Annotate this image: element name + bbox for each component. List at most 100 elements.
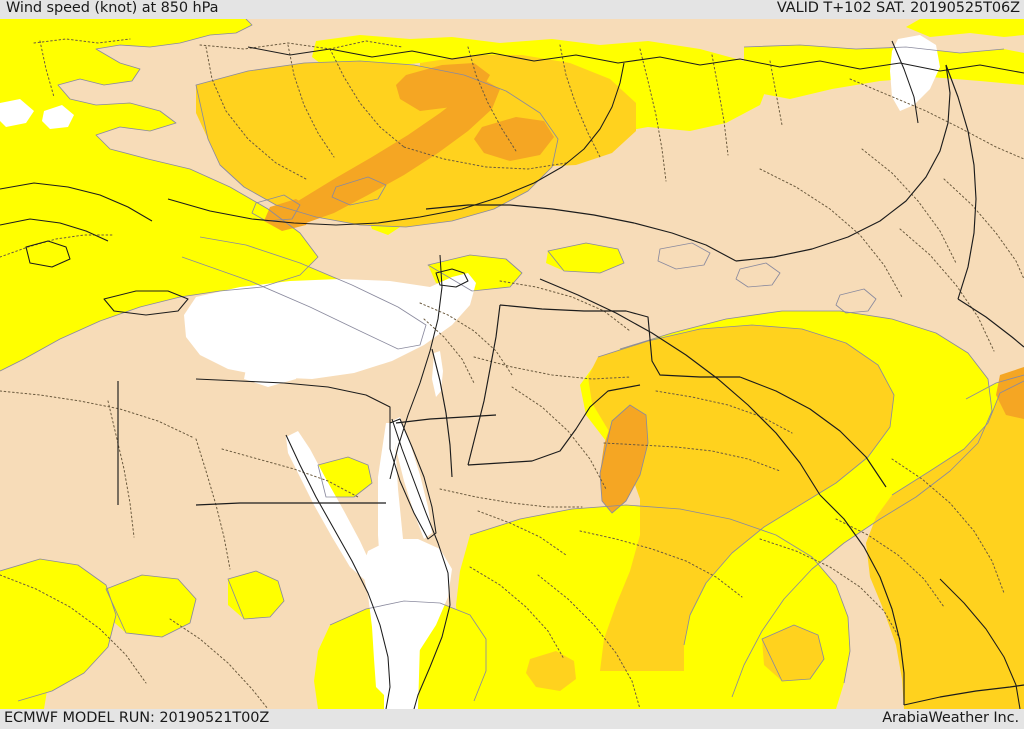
- coastline-caspian: [891, 40, 919, 124]
- subdiv-iran-central: [899, 228, 995, 352]
- white-region-caspian: [890, 35, 940, 111]
- subdiv-saudi-central: [579, 530, 743, 598]
- coastline-crete: [103, 290, 189, 316]
- footer-bar: ECMWF MODEL RUN: 20190521T00Z ArabiaWeat…: [0, 709, 1024, 729]
- subdiv-iran-nw: [861, 148, 957, 264]
- isoline-sinai-patch: [317, 456, 373, 498]
- subdiv-egypt-north: [0, 390, 193, 438]
- isoline-med-tongue: [181, 236, 427, 350]
- subdiv-caucasus-2: [769, 60, 783, 126]
- wind-speed-contour-map: [0, 19, 1024, 709]
- header-bar: Wind speed (knot) at 850 hPa VALID T+102…: [0, 0, 1024, 19]
- subdiv-egypt-south: [0, 574, 147, 684]
- subdiv-sinai-south: [439, 488, 583, 508]
- border-israel-jordan: [431, 348, 453, 478]
- subdiv-saudi-east: [537, 574, 641, 709]
- isoline-turkey-hole-2: [251, 194, 301, 222]
- isoline-east-iran-gold: [891, 380, 1024, 496]
- white-region-aegean-sea: [0, 99, 34, 127]
- subdiv-iran-north: [849, 78, 1024, 160]
- border-syria-iraq: [539, 278, 821, 496]
- isoline-east-iran-yellow: [965, 374, 1024, 400]
- coastline-aegean: [0, 182, 153, 222]
- subdiv-turkey-far-east: [639, 48, 667, 182]
- isoline-zagros-outer: [619, 310, 993, 698]
- white-region-dead-sea: [432, 351, 443, 397]
- coastline-layer: [0, 40, 1024, 709]
- isoline-west-med: [0, 19, 319, 372]
- subdiv-turkey-central: [467, 46, 517, 152]
- coastline-black-sea: [247, 46, 1024, 74]
- border-turkey-syria: [425, 204, 737, 262]
- isoline-egypt-island: [227, 570, 285, 620]
- subdiv-sudan-border: [169, 618, 269, 709]
- subdiv-balkans-2: [205, 46, 307, 180]
- subdiv-israel-jordan: [419, 302, 513, 376]
- subdiv-jordan-north: [473, 356, 631, 380]
- isoline-arabia: [469, 504, 851, 684]
- gold-region-zagros-core: [588, 325, 894, 671]
- yellow-region-caucasus: [906, 19, 1024, 37]
- shading-level-orange: [264, 63, 1024, 513]
- border-iran-east: [957, 298, 1024, 348]
- border-gulf-south: [903, 684, 1024, 706]
- orange-region-turkey-head: [396, 63, 490, 111]
- coastline-red-sea-east: [391, 418, 451, 709]
- border-jordan-iraq: [499, 304, 740, 378]
- yellow-region-egypt-west: [0, 559, 116, 705]
- subdiv-saudi-hejaz: [477, 510, 567, 556]
- coastline-persian-gulf: [939, 578, 1021, 709]
- isoline-zagros-inner: [597, 324, 895, 646]
- subdiv-iran-ne: [943, 178, 1024, 280]
- gold-region-arabia-patch-2: [526, 651, 576, 691]
- model-run-label: ECMWF MODEL RUN: 20190521T00Z: [4, 710, 270, 726]
- border-saudi-iraq: [739, 376, 887, 488]
- coastline-sinai: [389, 418, 437, 540]
- forecast-map[interactable]: [0, 19, 1024, 709]
- isoline-egypt-west: [0, 558, 117, 702]
- coastline-cyprus: [435, 268, 469, 288]
- provider-credit: ArabiaWeather Inc.: [882, 710, 1019, 726]
- subdiv-balkans-4: [329, 48, 405, 148]
- orange-region-west-iran-tongue: [600, 405, 648, 513]
- subdiv-saudi-nw: [511, 386, 607, 490]
- white-region-levant-coast: [244, 353, 300, 387]
- white-region-gulf-of-suez: [286, 431, 372, 581]
- subdiv-west-bank: [423, 318, 475, 384]
- isoline-arabia-hole-3: [835, 288, 877, 314]
- subdiv-europe-north-2: [39, 40, 55, 98]
- isoline-west-iran-orange: [599, 404, 649, 514]
- border-iraq-iran: [819, 494, 905, 705]
- yellow-region-east-turkey: [744, 45, 1024, 99]
- isoline-north-arabia: [427, 254, 523, 292]
- subdiv-greece: [0, 234, 113, 258]
- isoline-north-arabia-2: [547, 242, 625, 274]
- orange-region-se-turkey-band: [292, 81, 500, 223]
- coastline-greek-island: [25, 240, 71, 268]
- isoline-turkey-hole-1: [331, 176, 387, 206]
- coastline-anatolia-south: [167, 62, 625, 226]
- national-border-layer: [117, 64, 1024, 706]
- coastline-egypt-north: [195, 378, 391, 423]
- orange-region-syria-lobe: [474, 117, 554, 161]
- subdiv-europe-north: [33, 38, 131, 44]
- isoline-layer: [0, 19, 1024, 702]
- coastline-aegean-2: [0, 218, 109, 242]
- isoline-turkey-gold: [195, 60, 559, 228]
- subdiv-egypt-sinai-north: [221, 448, 359, 498]
- map-title: Wind speed (knot) at 850 hPa: [6, 0, 219, 16]
- border-jordan-west: [467, 304, 501, 466]
- subdiv-turkey-south: [403, 146, 567, 170]
- border-egypt-sudan: [195, 502, 386, 506]
- subdiv-gulf-coast: [759, 538, 901, 640]
- isoline-arabia-hole-2: [735, 262, 781, 288]
- subdiv-egypt-central: [195, 438, 231, 570]
- orange-region-east-edge: [996, 367, 1024, 419]
- subdiv-iraq-south: [655, 390, 793, 434]
- subdiv-saudi-west: [469, 566, 565, 660]
- subdiv-gulf-coast-2: [835, 518, 945, 608]
- isoline-arabia-hole-1: [657, 242, 711, 270]
- white-region-east-mediterranean: [184, 273, 476, 379]
- border-turkey-iran: [735, 64, 951, 262]
